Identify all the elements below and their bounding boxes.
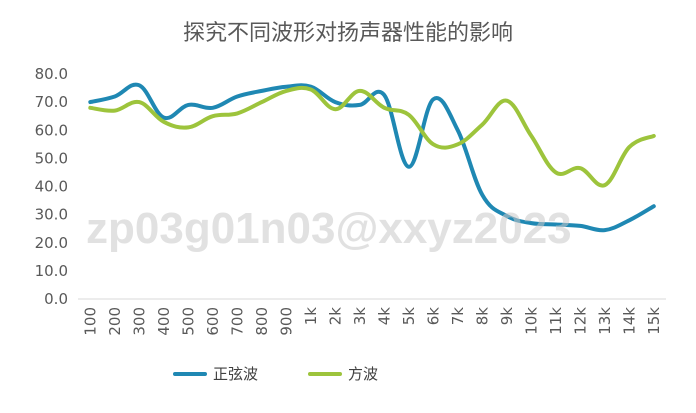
- data-point: [529, 134, 533, 138]
- data-point: [456, 128, 460, 132]
- x-tick-label: 7k: [449, 307, 467, 326]
- data-point: [382, 106, 386, 110]
- y-tick-label: 70.0: [35, 93, 68, 111]
- data-point: [260, 100, 264, 104]
- data-point: [407, 165, 411, 169]
- chart-title: 探究不同波形对扬声器性能的影响: [183, 21, 513, 46]
- legend: 正弦波 方波: [173, 365, 378, 383]
- series-lines: [88, 82, 656, 233]
- data-point: [235, 111, 239, 115]
- y-tick-label: 30.0: [35, 206, 68, 224]
- data-point: [382, 93, 386, 97]
- y-axis: 0.0 10.0 20.0 30.0 40.0 50.0 60.0 70.0 80.0: [35, 65, 68, 308]
- data-point: [505, 99, 509, 103]
- data-point: [603, 183, 607, 187]
- data-point: [480, 193, 484, 197]
- x-tick-label: 4k: [375, 307, 393, 326]
- x-tick-label: 900: [277, 307, 295, 336]
- x-tick-label: 200: [106, 307, 124, 336]
- data-point: [627, 218, 631, 222]
- data-point: [88, 106, 92, 110]
- y-tick-label: 60.0: [35, 121, 68, 139]
- data-point: [186, 103, 190, 107]
- y-tick-label: 20.0: [35, 234, 68, 252]
- data-point: [358, 103, 362, 107]
- data-point: [113, 95, 117, 99]
- x-tick-label: 700: [228, 307, 246, 336]
- x-tick-label: 9k: [498, 307, 516, 326]
- x-tick-label: 12k: [571, 307, 589, 335]
- watermark: zp03g01n03@xxyz2023: [86, 204, 572, 253]
- data-point: [603, 228, 607, 232]
- x-tick-label: 10k: [522, 307, 540, 335]
- data-point: [186, 125, 190, 129]
- data-point: [88, 100, 92, 104]
- data-point: [578, 224, 582, 228]
- data-point: [211, 106, 215, 110]
- x-tick-label: 800: [253, 307, 271, 336]
- x-tick-label: 3k: [351, 307, 369, 326]
- data-point: [333, 100, 337, 104]
- x-tick-label: 14k: [620, 307, 638, 335]
- x-axis: 100 200 300 400 500 600 700 800 900 1k 2k 3k 4k 5k 6k 7…: [78, 298, 666, 336]
- data-point: [333, 107, 337, 111]
- data-point: [456, 142, 460, 146]
- x-tick-label: 500: [179, 307, 197, 336]
- x-tick-label: 11k: [547, 307, 565, 335]
- data-point: [652, 204, 656, 208]
- data-point: [260, 89, 264, 93]
- data-point: [284, 89, 288, 93]
- x-tick-label: 6k: [424, 307, 442, 326]
- x-tick-label: 100: [81, 307, 99, 336]
- y-tick-label: 10.0: [35, 262, 68, 280]
- data-point: [407, 113, 411, 117]
- data-point: [162, 120, 166, 124]
- data-point: [431, 97, 435, 101]
- data-point: [284, 85, 288, 89]
- data-point: [137, 83, 141, 87]
- x-tick-label: 400: [155, 307, 173, 336]
- data-point: [137, 100, 141, 104]
- legend-label: 方波: [348, 365, 378, 383]
- x-tick-label: 600: [204, 307, 222, 336]
- data-point: [554, 170, 558, 174]
- data-point: [480, 123, 484, 127]
- data-point: [652, 134, 656, 138]
- y-tick-label: 40.0: [35, 178, 68, 196]
- series-line-2: [88, 85, 656, 188]
- x-tick-label: 2k: [326, 307, 344, 326]
- data-point: [235, 95, 239, 99]
- x-tick-label: 1k: [302, 307, 320, 326]
- y-tick-label: 80.0: [35, 65, 68, 83]
- x-tick-label: 5k: [400, 307, 418, 326]
- data-point: [431, 142, 435, 146]
- data-point: [309, 87, 313, 91]
- legend-label: 正弦波: [213, 365, 258, 383]
- data-point: [113, 109, 117, 113]
- x-tick-label: 300: [130, 307, 148, 336]
- x-tick-label: 8k: [473, 307, 491, 326]
- y-tick-label: 0.0: [44, 290, 68, 308]
- x-tick-label: 13k: [596, 307, 614, 335]
- data-point: [578, 166, 582, 170]
- data-point: [627, 145, 631, 149]
- series-line-1: [88, 82, 656, 233]
- y-tick-label: 50.0: [35, 149, 68, 167]
- data-point: [358, 89, 362, 93]
- x-tick-label: 15k: [645, 307, 663, 335]
- data-point: [211, 114, 215, 118]
